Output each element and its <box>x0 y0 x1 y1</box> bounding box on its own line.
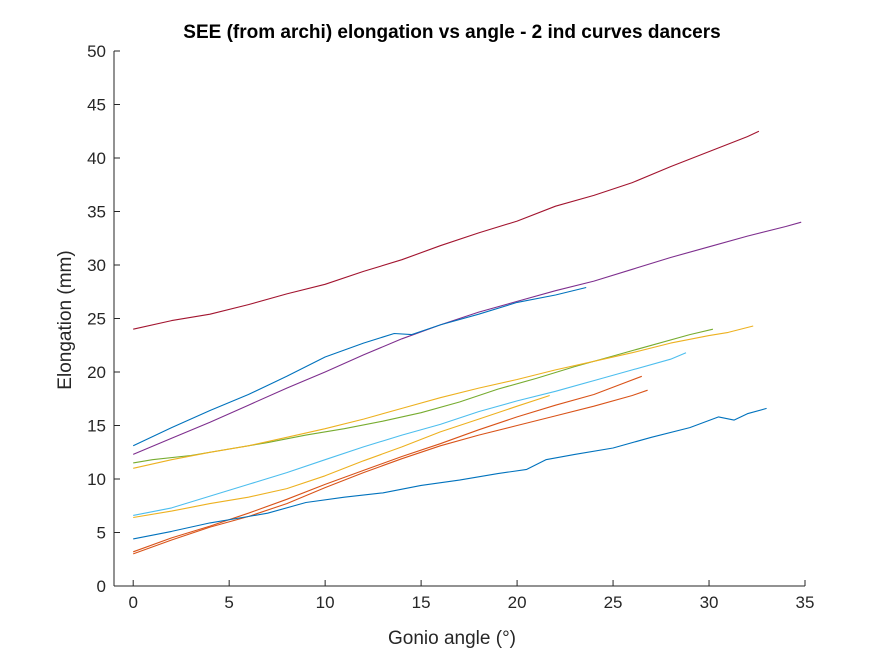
y-tick-label: 25 <box>87 310 106 329</box>
y-tick-label: 40 <box>87 149 106 168</box>
y-tick-label: 0 <box>97 577 106 596</box>
y-tick-label: 35 <box>87 203 106 222</box>
series-line-6 <box>133 352 687 516</box>
x-axis-label: Gonio angle (°) <box>388 628 516 649</box>
y-tick-label: 15 <box>87 417 106 436</box>
series-line-3 <box>132 286 587 447</box>
x-tick-label: 35 <box>796 593 815 612</box>
y-tick-label: 10 <box>87 470 106 489</box>
y-axis-label: Elongation (mm) <box>55 250 76 389</box>
x-tick-label: 20 <box>508 593 527 612</box>
y-tick-label: 5 <box>97 524 106 543</box>
series-line-10 <box>133 407 767 540</box>
y-tick-label: 50 <box>87 42 106 61</box>
series-line-5 <box>133 325 754 469</box>
x-tick-label: 10 <box>316 593 335 612</box>
x-tick-label: 15 <box>412 593 431 612</box>
series-line-2 <box>132 221 802 455</box>
series-line-7 <box>133 394 550 519</box>
x-tick-label: 5 <box>224 593 233 612</box>
x-tick-label: 30 <box>700 593 719 612</box>
y-tick-label: 30 <box>87 256 106 275</box>
series-line-8 <box>133 375 642 553</box>
series-line-9 <box>133 389 648 555</box>
y-tick-label: 45 <box>87 96 106 115</box>
plot-area: 0 5 10 15 20 25 30 35 0 5 10 15 20 25 30 35 40 45 50 <box>87 42 814 612</box>
x-tick-label: 25 <box>604 593 623 612</box>
y-tick-label: 20 <box>87 363 106 382</box>
chart-title: SEE (from archi) elongation vs angle - 2… <box>183 22 720 43</box>
series-line-1 <box>133 130 760 330</box>
x-tick-label: 0 <box>128 593 137 612</box>
